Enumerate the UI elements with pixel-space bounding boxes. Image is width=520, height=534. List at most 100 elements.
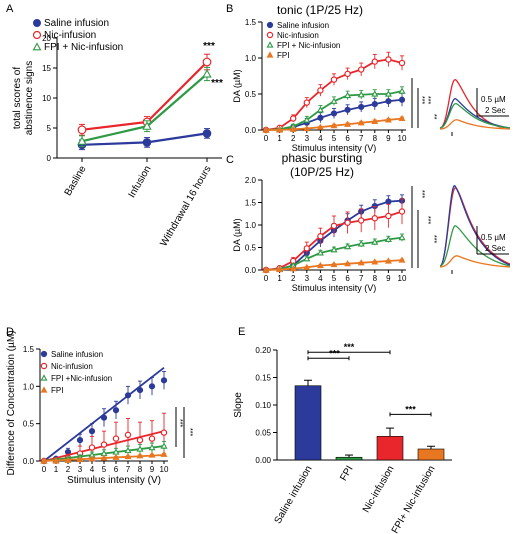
data-point	[357, 119, 365, 126]
panel-b-y-tick-label: 1.5	[245, 18, 257, 27]
data-point	[317, 114, 324, 121]
data-point	[160, 429, 168, 436]
data-point	[124, 431, 132, 439]
data-point	[160, 442, 168, 449]
data-point	[142, 121, 152, 130]
scale-bar-amplitude: 0.5 µM	[481, 233, 506, 242]
data-point	[276, 265, 284, 273]
trace-fpi-nic	[439, 225, 511, 267]
data-point	[344, 120, 352, 127]
panel-b-y-tick-label: 0.5	[245, 90, 257, 99]
data-point	[112, 453, 120, 460]
panel-d-y-tick-label: 0.5	[23, 420, 35, 429]
panel-c-y-tick-label: 1.0	[245, 221, 257, 230]
data-point	[330, 246, 338, 253]
data-point	[371, 215, 378, 222]
panel-d-y-axis-label: Difference of Concentration (µM)	[6, 330, 17, 475]
data-point	[384, 257, 392, 264]
panel-c-x-tick-label: 6	[345, 274, 350, 283]
data-point	[344, 242, 352, 250]
panel-a-y-axis-label: total scores of	[12, 67, 23, 129]
panel-e-y-tick-label: 0.15	[255, 374, 271, 383]
panel-b-x-tick-label: 2	[291, 134, 296, 143]
data-point	[136, 436, 144, 444]
data-point	[40, 457, 48, 464]
bar	[335, 456, 363, 461]
scale-bar-time: 2 Sec	[485, 106, 505, 115]
data-point	[317, 233, 324, 240]
panel-letter: C	[226, 154, 234, 166]
data-point	[290, 115, 297, 122]
panel-d-x-tick-label: 8	[138, 465, 143, 474]
data-point	[344, 219, 351, 226]
panel-b-x-tick-label: 7	[359, 134, 364, 143]
data-point	[384, 90, 392, 97]
panel-d-x-tick-label: 6	[114, 465, 119, 474]
data-point	[202, 129, 212, 138]
data-point	[202, 57, 212, 67]
significance-marker: ***	[203, 41, 215, 52]
panel-d-y-tick-label: 1.0	[23, 382, 35, 391]
data-point	[289, 125, 297, 132]
legend-entry: FPI	[51, 386, 63, 395]
data-point	[148, 383, 156, 390]
data-point	[385, 56, 392, 63]
panel-e-y-tick-label: 0.00	[255, 456, 271, 465]
scale-bar-amplitude: 0.5 µM	[481, 95, 506, 104]
data-point	[371, 117, 379, 124]
data-point	[32, 42, 42, 51]
panel-e-category-label: Saline infusion	[273, 464, 315, 526]
panel-b-x-tick-label: 0	[264, 134, 269, 143]
significance-marker: ***	[329, 348, 340, 358]
data-point	[344, 91, 352, 99]
data-point	[40, 362, 48, 370]
panel-c-traces: 0.5 µM 2 Sec	[439, 185, 511, 274]
data-point	[385, 198, 392, 205]
data-point	[385, 212, 392, 220]
panel-c-y-tick-label: 2.0	[245, 176, 257, 185]
data-point	[384, 116, 392, 123]
data-point	[148, 435, 156, 442]
panel-b-x-tick-label: 5	[332, 134, 337, 143]
data-point	[371, 100, 378, 108]
data-point	[316, 261, 324, 269]
panel-c-x-tick-label: 4	[318, 274, 323, 283]
data-point	[330, 110, 338, 117]
panel-e-category-label: FPI	[338, 464, 355, 483]
significance-marker: ***	[186, 428, 193, 436]
panel-letter: E	[238, 326, 245, 338]
data-point	[202, 69, 212, 78]
data-point	[330, 97, 338, 104]
data-point	[77, 125, 87, 135]
data-point	[160, 377, 168, 384]
panel-b-x-tick-label: 4	[318, 134, 323, 143]
data-point	[303, 245, 310, 252]
data-point	[384, 235, 392, 243]
data-point	[112, 435, 120, 442]
data-point	[344, 70, 351, 78]
data-point	[160, 450, 168, 457]
significance-marker: ***	[211, 78, 223, 89]
panel-a-y-tick-label: 0	[47, 154, 52, 163]
data-point	[88, 444, 96, 451]
data-point	[385, 98, 392, 105]
legend-entry: Nic-infusion	[51, 362, 93, 371]
significance-marker: ***	[424, 216, 431, 224]
panel-c-x-tick-label: 7	[359, 274, 364, 283]
data-point	[100, 414, 108, 421]
data-point	[330, 76, 338, 83]
panel-d-x-axis-label: Stimulus intensity (V)	[67, 475, 161, 486]
legend-entry: Nic-infusion	[277, 31, 319, 40]
data-point	[316, 106, 324, 113]
panel-b-y-tick-label: 1.0	[245, 54, 257, 63]
data-point	[76, 436, 84, 444]
legend-entry: Saline infusion	[277, 21, 329, 30]
data-point	[40, 386, 48, 393]
panel-a-y-tick-label: 20	[42, 34, 51, 43]
legend-entry: Saline infusion	[51, 350, 103, 359]
data-point	[88, 455, 96, 462]
data-point	[330, 260, 338, 268]
data-point	[357, 240, 365, 247]
data-point	[142, 138, 152, 147]
